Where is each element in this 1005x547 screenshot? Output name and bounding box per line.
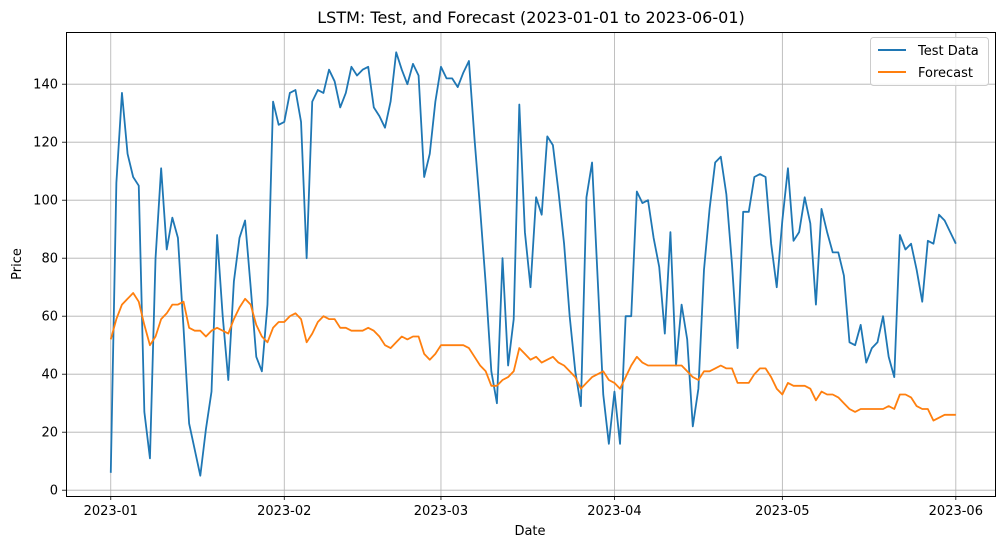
legend-label-forecast: Forecast (918, 66, 973, 81)
y-tick-label: 0 (50, 484, 58, 499)
x-tick-label: 2023-06 (929, 504, 983, 519)
y-tick-label: 60 (41, 310, 58, 325)
x-tick-label: 2023-04 (587, 504, 641, 519)
plot-frame (66, 32, 996, 497)
x-tick-label: 2023-02 (257, 504, 311, 519)
x-tick-label: 2023-05 (755, 504, 809, 519)
series-line-test-data (109, 51, 957, 477)
x-tick-label: 2023-03 (414, 504, 468, 519)
chart-title: LSTM: Test, and Forecast (2023-01-01 to … (317, 8, 744, 27)
y-tick-label: 100 (33, 194, 58, 209)
x-axis-label: Date (514, 524, 545, 539)
series-lines (109, 51, 957, 477)
legend-label-test-data: Test Data (917, 44, 979, 59)
y-tick-label: 40 (41, 368, 58, 383)
axis-ticks: 2023-01 2023-02 2023-03 2023-04 2023-05 2023-… (33, 78, 983, 519)
legend: Test Data Forecast (870, 37, 989, 86)
series-line-forecast (109, 292, 956, 422)
x-tick-label: 2023-01 (84, 504, 138, 519)
y-axis-label: Price (10, 248, 25, 280)
y-tick-label: 20 (41, 426, 58, 441)
y-tick-label: 120 (33, 136, 58, 151)
y-tick-label: 140 (33, 78, 58, 93)
y-tick-label: 80 (41, 252, 58, 267)
